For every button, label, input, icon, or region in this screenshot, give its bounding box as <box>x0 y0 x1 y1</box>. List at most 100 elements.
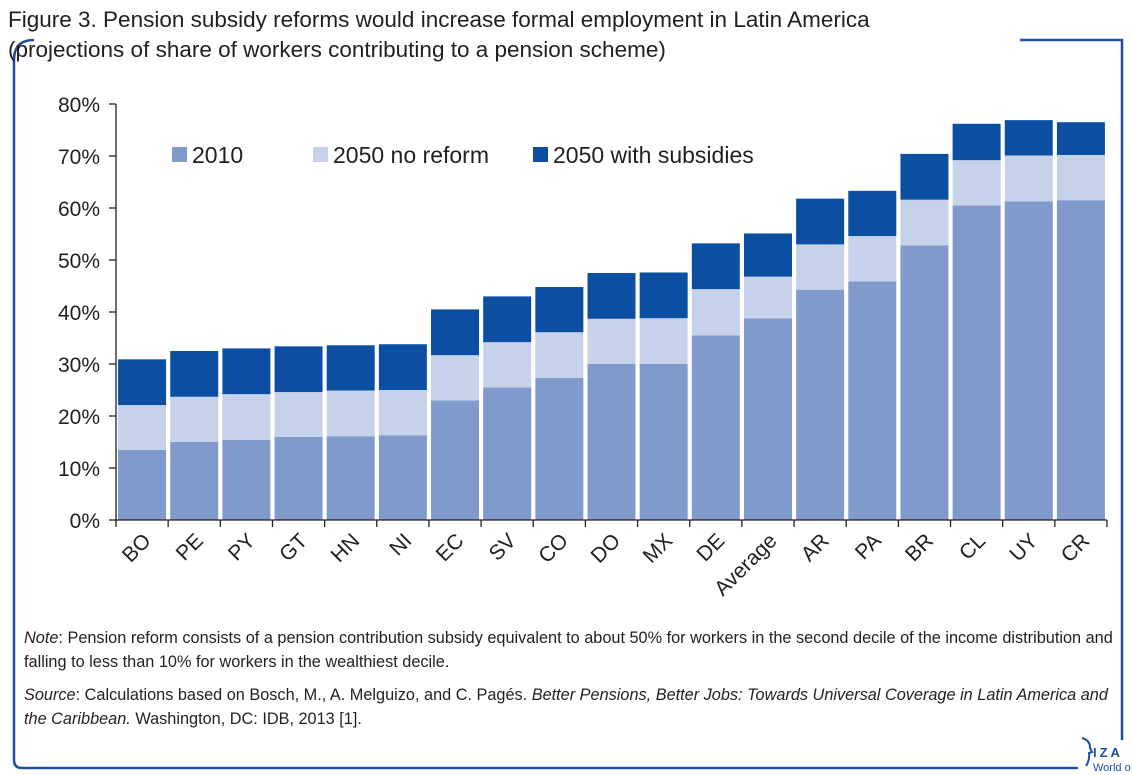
x-tick-label-cl: CL <box>955 529 990 564</box>
bar-bo-2050-no-reform <box>118 405 167 450</box>
bar-br-2050-no-reform <box>900 199 949 246</box>
x-tick-label-ni: NI <box>385 529 416 560</box>
bar-cl-2010 <box>952 205 1001 520</box>
x-tick-label-ar: AR <box>797 529 834 566</box>
x-tick-label-gt: GT <box>275 529 312 566</box>
bar-co-2050-no-reform <box>535 332 584 379</box>
head-profile-icon <box>1081 737 1094 767</box>
bar-hn-2050-with-subsidies <box>326 345 375 391</box>
bar-do-2050-with-subsidies <box>587 273 636 319</box>
y-tick-label-70: 70% <box>58 146 100 169</box>
x-tick-label-co: CO <box>534 529 573 568</box>
bar-co-2010 <box>535 378 584 520</box>
y-tick-label-20: 20% <box>58 406 100 429</box>
bar-ec-2050-no-reform <box>431 355 480 401</box>
legend-swatch-2050-with-subsidies <box>533 147 548 162</box>
bar-mx-2050-with-subsidies <box>639 272 688 319</box>
bar-cl-2050-with-subsidies <box>952 123 1001 161</box>
bar-cr-2010 <box>1056 200 1105 520</box>
bar-cr-2050-no-reform <box>1056 154 1105 201</box>
bar-sv-2050-no-reform <box>483 342 532 388</box>
x-tick-label-uy: UY <box>1005 529 1042 566</box>
bar-mx-2010 <box>639 364 688 520</box>
bar-sv-2010 <box>483 387 532 520</box>
figure-title-line1: Figure 3. Pension subsidy reforms would … <box>8 7 870 32</box>
x-tick-label-pa: PA <box>851 529 886 564</box>
x-tick-label-hn: HN <box>327 529 365 567</box>
bar-bo-2050-with-subsidies <box>118 359 167 406</box>
bar-gt-2050-with-subsidies <box>274 346 323 393</box>
x-tick-label-pe: PE <box>172 529 208 565</box>
bar-ec-2010 <box>431 400 480 520</box>
bar-sv-2050-with-subsidies <box>483 296 532 343</box>
bar-br-2050-with-subsidies <box>900 153 949 200</box>
x-tick-label-br: BR <box>901 529 938 566</box>
x-tick-label-py: PY <box>224 529 260 565</box>
bar-hn-2010 <box>326 436 375 520</box>
figure-title: Figure 3. Pension subsidy reforms would … <box>8 5 1118 65</box>
figure-title-line2: (projections of share of workers contrib… <box>8 37 666 62</box>
y-tick-label-30: 30% <box>58 354 100 377</box>
iza-logo-text: IZA <box>1093 745 1123 760</box>
bar-de-2050-no-reform <box>691 289 740 336</box>
note-paragraph: Note: Pension reform consists of a pensi… <box>24 627 1114 674</box>
bar-do-2010 <box>587 364 636 520</box>
bar-hn-2050-no-reform <box>326 390 375 437</box>
y-tick-label-40: 40% <box>58 302 100 325</box>
iza-logo-subtext: World of Labor <box>1093 762 1131 774</box>
x-tick-label-sv: SV <box>485 529 521 565</box>
bar-pe-2050-with-subsidies <box>170 351 219 397</box>
x-tick-label-mx: MX <box>639 529 678 568</box>
bar-py-2050-with-subsidies <box>222 348 271 395</box>
note-label: Note <box>24 629 59 647</box>
legend-swatch-2010 <box>172 147 187 162</box>
y-tick-label-50: 50% <box>58 250 100 273</box>
x-tick-label-do: DO <box>586 529 625 568</box>
x-tick-label-cr: CR <box>1057 529 1095 567</box>
source-paragraph: Source: Calculations based on Bosch, M.,… <box>24 684 1114 731</box>
x-tick-label-bo: BO <box>118 529 156 567</box>
frame-left-bottom-line <box>12 38 1078 770</box>
legend-label-2050-with-subsidies: 2050 with subsidies <box>553 142 754 168</box>
bar-ni-2010 <box>378 435 427 520</box>
bar-cr-2050-with-subsidies <box>1056 122 1105 155</box>
note-text: : Pension reform consists of a pension c… <box>24 629 1113 671</box>
legend-label-2010: 2010 <box>192 142 243 168</box>
bar-ec-2050-with-subsidies <box>431 309 480 356</box>
frame-top-right-line <box>1020 38 1124 740</box>
bar-de-2010 <box>691 335 740 520</box>
bar-ar-2010 <box>796 289 845 520</box>
bar-do-2050-no-reform <box>587 318 636 364</box>
bar-average-2050-with-subsidies <box>743 233 792 277</box>
y-tick-label-0: 0% <box>70 510 100 533</box>
bar-bo-2010 <box>118 449 167 520</box>
bar-gt-2010 <box>274 436 323 520</box>
bar-py-2010 <box>222 439 271 520</box>
bar-cl-2050-no-reform <box>952 160 1001 206</box>
bar-mx-2050-no-reform <box>639 318 688 364</box>
bar-br-2010 <box>900 245 949 520</box>
y-tick-label-10: 10% <box>58 458 100 481</box>
bar-pa-2050-no-reform <box>848 236 897 282</box>
bar-ni-2050-with-subsidies <box>378 344 427 390</box>
bar-pa-2010 <box>848 281 897 520</box>
bar-pa-2050-with-subsidies <box>848 190 897 237</box>
bar-pe-2050-no-reform <box>170 396 219 442</box>
bar-gt-2050-no-reform <box>274 392 323 437</box>
y-tick-label-80: 80% <box>58 94 100 117</box>
source-label: Source <box>24 686 76 704</box>
bar-average-2010 <box>743 318 792 520</box>
bar-average-2050-no-reform <box>743 276 792 319</box>
bar-co-2050-with-subsidies <box>535 287 584 333</box>
bar-py-2050-no-reform <box>222 394 271 440</box>
source-text-1: : Calculations based on Bosch, M., A. Me… <box>75 686 532 704</box>
legend-label-2050-no-reform: 2050 no reform <box>333 142 489 168</box>
y-tick-label-60: 60% <box>58 198 100 221</box>
source-text-2: Washington, DC: IDB, 2013 [1]. <box>130 709 362 728</box>
bar-pe-2010 <box>170 442 219 520</box>
bar-ar-2050-no-reform <box>796 244 845 290</box>
bar-uy-2050-no-reform <box>1004 155 1053 202</box>
source-title: Better Pensions, Better Jobs: Towards Un… <box>24 686 1108 728</box>
